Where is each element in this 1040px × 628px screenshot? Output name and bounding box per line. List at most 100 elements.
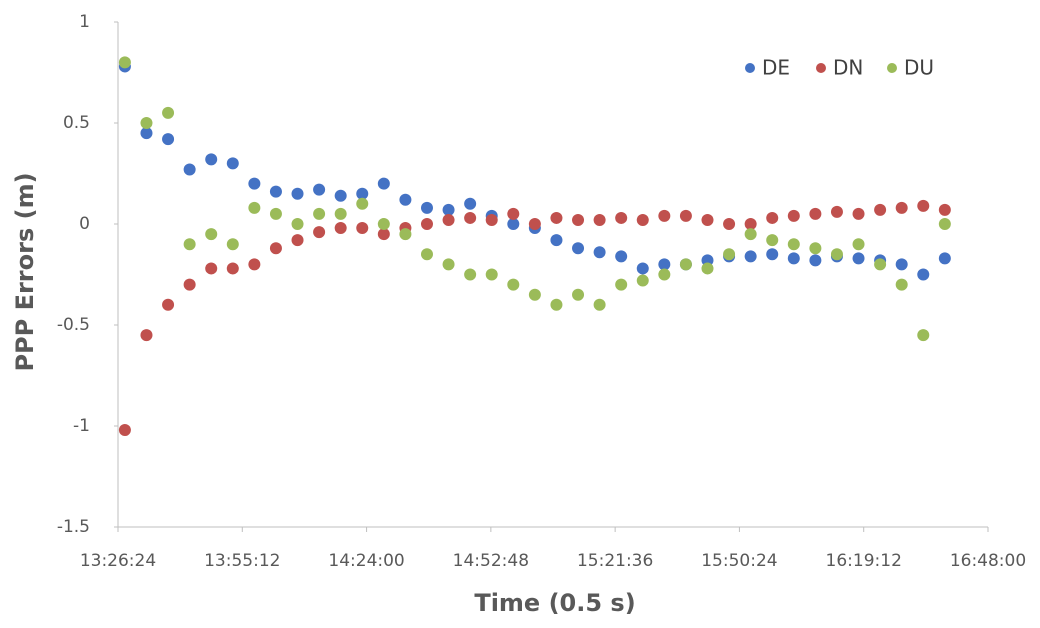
data-point [248, 177, 261, 190]
data-point [118, 424, 131, 437]
data-point [464, 211, 477, 224]
data-point [313, 226, 326, 239]
data-point [356, 197, 369, 210]
data-point [377, 218, 390, 230]
data-point [442, 203, 455, 216]
data-point [420, 248, 433, 261]
data-point [291, 218, 304, 230]
legend-label: DU [904, 56, 934, 80]
data-point [852, 238, 865, 251]
data-point [226, 157, 239, 170]
data-point [852, 252, 865, 265]
data-point [830, 205, 843, 218]
data-point [528, 218, 541, 230]
data-point [291, 234, 304, 247]
data-point [787, 209, 800, 222]
data-point [162, 298, 175, 311]
data-point [140, 117, 153, 129]
data-point [485, 213, 498, 226]
data-point [701, 213, 714, 226]
data-point [572, 213, 585, 226]
x-tick-label: 15:50:24 [701, 551, 777, 571]
data-point [938, 218, 951, 230]
data-point [593, 213, 606, 226]
data-point [356, 222, 369, 235]
data-point [420, 201, 433, 214]
data-point [636, 213, 649, 226]
y-tick-label: -1 [73, 416, 90, 436]
data-point [723, 218, 736, 230]
data-point [636, 274, 649, 287]
data-point [572, 288, 585, 301]
data-point [183, 163, 196, 176]
data-point [205, 153, 218, 166]
data-point [226, 262, 239, 275]
data-point [615, 250, 628, 263]
data-point [118, 56, 131, 69]
x-tick-label: 14:24:00 [328, 551, 404, 571]
data-point [744, 218, 757, 230]
y-tick-label: -0.5 [57, 315, 90, 335]
y-tick-label: -1.5 [57, 517, 90, 537]
x-tick-label: 13:55:12 [204, 551, 280, 571]
data-point [334, 222, 347, 235]
legend-label: DN [833, 56, 863, 80]
data-point [140, 329, 153, 342]
data-point [313, 207, 326, 220]
data-point [550, 234, 563, 247]
data-point [895, 201, 908, 214]
data-point [744, 250, 757, 263]
data-point [679, 209, 692, 222]
data-point [679, 258, 692, 271]
data-point [658, 268, 671, 281]
legend-marker [816, 63, 826, 73]
x-tick-label: 14:52:48 [453, 551, 529, 571]
data-point [852, 207, 865, 220]
data-point [744, 228, 757, 241]
data-point [442, 258, 455, 271]
data-point [528, 288, 541, 301]
data-point [787, 238, 800, 251]
x-tick-label: 16:19:12 [826, 551, 902, 571]
legend-label: DE [762, 56, 790, 80]
data-point [874, 258, 887, 271]
data-point [766, 248, 779, 261]
data-point [550, 211, 563, 224]
data-point [572, 242, 585, 255]
x-axis-title: Time (0.5 s) [474, 589, 635, 617]
data-point [636, 262, 649, 275]
data-point [507, 207, 520, 220]
data-point [356, 187, 369, 200]
data-point [701, 262, 714, 275]
data-point [658, 258, 671, 271]
data-point [917, 268, 930, 281]
legend-marker [887, 63, 897, 73]
data-point [377, 228, 390, 241]
y-tick-label: 1 [79, 12, 90, 32]
data-point [615, 211, 628, 224]
data-point [226, 238, 239, 251]
data-point [658, 209, 671, 222]
data-point [874, 203, 887, 216]
legend-marker [745, 63, 755, 73]
x-tick-label: 15:21:36 [577, 551, 653, 571]
data-point [809, 242, 822, 255]
data-point [917, 329, 930, 342]
data-point [593, 298, 606, 311]
data-point [140, 127, 153, 140]
data-point [183, 238, 196, 251]
data-point [334, 207, 347, 220]
data-point [809, 207, 822, 220]
data-point [507, 218, 520, 230]
data-point [485, 268, 498, 281]
data-point [291, 187, 304, 200]
data-point [377, 177, 390, 190]
data-point [830, 248, 843, 261]
data-point [183, 278, 196, 291]
data-point [399, 193, 412, 206]
data-point [787, 252, 800, 265]
data-point [593, 246, 606, 259]
data-point [895, 278, 908, 291]
data-point [550, 298, 563, 311]
